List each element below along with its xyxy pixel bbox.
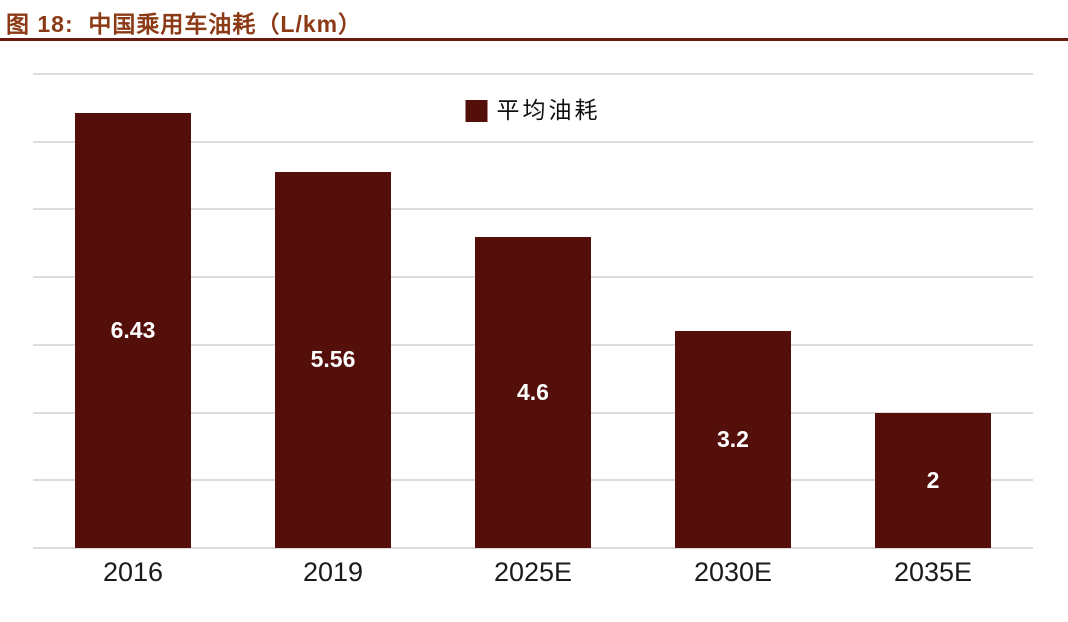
bar-value-label: 2 (926, 466, 940, 493)
gridline (33, 73, 1033, 75)
bar-value-label: 4.6 (517, 378, 549, 405)
bar-value-label: 5.56 (310, 346, 356, 373)
bar-value-label: 6.43 (110, 316, 156, 343)
x-axis-label-2016: 2016 (102, 557, 164, 587)
bar-2030E: 3.2 (675, 331, 791, 548)
plot-area: 平均油耗 6.43 5.56 4.6 3.2 2 (33, 73, 1033, 549)
x-axis-label-2025E: 2025E (493, 557, 573, 587)
x-axis-label-2030E: 2030E (693, 557, 773, 587)
x-axis: 2016 2019 2025E 2030E 2035E (33, 554, 1033, 594)
figure-title: 图 18: 中国乘用车油耗（L/km） (6, 11, 363, 37)
legend-label: 平均油耗 (496, 97, 601, 123)
gridline (33, 547, 1033, 549)
bar-value-label: 3.2 (717, 426, 749, 453)
x-axis-label-2019: 2019 (302, 557, 364, 587)
gridline (33, 140, 1033, 143)
bar-2016: 6.43 (75, 112, 191, 548)
legend-swatch (465, 99, 488, 122)
legend: 平均油耗 (465, 97, 601, 123)
bar-2025E: 4.6 (475, 236, 591, 548)
title-underline (0, 38, 1068, 41)
bar-2019: 5.56 (275, 171, 391, 548)
gridline (33, 208, 1033, 211)
bar-2035E: 2 (875, 412, 991, 548)
x-axis-label-2035E: 2035E (893, 557, 973, 587)
